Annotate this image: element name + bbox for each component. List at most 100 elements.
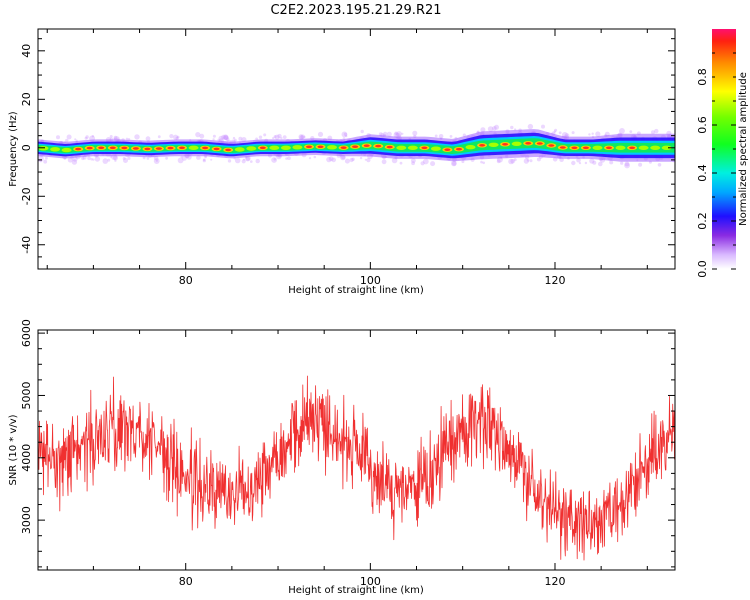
- spectrogram-halo-point: [494, 124, 499, 130]
- spectrogram-halo-point: [510, 159, 515, 164]
- spectrogram-halo-point: [513, 158, 517, 162]
- colorbar-label: Normalized spectral amplitude: [738, 72, 749, 226]
- spectrogram-halo-point: [391, 157, 398, 164]
- spectrogram-halo-point: [255, 158, 260, 164]
- spectrogram-halo-point: [122, 157, 126, 160]
- spectrogram-halo-point: [438, 134, 444, 139]
- spectrogram-halo-point: [589, 158, 595, 164]
- spectrogram-halo-point: [204, 156, 207, 159]
- spectrogram-core: [511, 141, 522, 146]
- spectrogram-halo-point: [65, 138, 69, 143]
- spectrogram-halo-point: [624, 161, 630, 167]
- spectrogram-halo-point: [412, 130, 418, 136]
- spectrogram-halo-point: [529, 159, 533, 163]
- spectrogram-halo-point: [308, 157, 312, 160]
- spectrogram-halo-point: [401, 132, 404, 135]
- spectrogram-halo-point: [328, 156, 334, 162]
- spectrogram-halo-point: [351, 157, 355, 161]
- spectrogram-halo-point: [349, 157, 354, 163]
- spectrogram-halo-point: [558, 131, 562, 135]
- spectrogram-core: [38, 146, 49, 151]
- spectrogram-halo-point: [609, 160, 614, 165]
- spectrogram-peak: [559, 146, 566, 149]
- spectrogram-halo-point: [127, 156, 131, 160]
- figure-title: C2E2.2023.195.21.29.R21: [270, 3, 441, 18]
- spectrogram-ticks: 80 100 120 40 20 0 -20 -40: [20, 29, 675, 287]
- spectrogram-halo-point: [218, 135, 224, 141]
- colorbar-tick-label: 0.2: [696, 212, 709, 230]
- spectrogram-halo-point: [176, 135, 180, 139]
- spectrogram-halo-point: [366, 158, 371, 163]
- spectrogram-halo-point: [584, 161, 588, 165]
- spectrogram-halo-point: [274, 134, 280, 140]
- spectrogram-peak: [202, 146, 209, 150]
- snr-x-tick-label: 80: [179, 575, 193, 588]
- spectrogram-halo-point: [399, 161, 403, 165]
- snr-panel: 80 100 120 3000 4000 5000 6000 Height of strai…: [8, 319, 676, 596]
- spectrogram-halo-point: [212, 138, 215, 141]
- spectrogram-halo-point: [217, 138, 220, 142]
- spectrogram-halo-point: [381, 159, 387, 165]
- spectrogram-halo-point: [654, 128, 659, 134]
- spectrogram-peak: [75, 147, 82, 151]
- spectrogram-halo-point: [313, 155, 317, 159]
- spectrogram-halo-point: [510, 125, 514, 130]
- spectrogram-halo-point: [396, 131, 402, 137]
- spectrogram-halo-point: [344, 158, 350, 164]
- spectrogram-halo-point: [90, 157, 93, 161]
- spectrogram-halo-point: [145, 136, 151, 142]
- spectrogram-peak: [582, 146, 589, 150]
- spectrogram-peak: [317, 145, 324, 149]
- spectrogram-halo-point: [234, 157, 241, 164]
- spectrogram-halo-point: [576, 157, 581, 163]
- spectrogram-peak: [144, 147, 151, 151]
- spectrogram-halo-point: [263, 133, 267, 137]
- spectrogram-x-axis-label: Height of straight line (km): [288, 285, 424, 296]
- spectrogram-peak: [86, 146, 93, 150]
- spectrogram-halo-point: [303, 135, 306, 139]
- spectrogram-peak: [444, 148, 451, 151]
- spectrogram-halo-point: [113, 135, 118, 140]
- spectrogram-halo-point: [541, 124, 545, 129]
- spectrogram-halo-point: [232, 136, 236, 140]
- spectrogram-halo-point: [123, 158, 128, 163]
- spectrogram-halo-point: [526, 159, 530, 162]
- spectrogram-halo-point: [177, 157, 184, 164]
- spectrogram-peak: [606, 146, 612, 150]
- spectrogram-halo-point: [258, 135, 263, 139]
- spectrogram-y-tick-label: 0: [20, 144, 33, 151]
- spectrogram-halo-point: [91, 135, 95, 138]
- spectrogram-halo-point: [157, 135, 161, 139]
- spectrogram-y-axis-label: Frequency (Hz): [8, 111, 19, 187]
- spectrogram-halo-point: [250, 160, 253, 163]
- spectrogram-halo-point: [588, 133, 591, 136]
- colorbar-gradient: [712, 29, 736, 269]
- snr-x-tick-label: 100: [360, 575, 381, 588]
- spectrogram-y-tick-label: 40: [20, 44, 33, 58]
- spectrogram-halo-point: [411, 161, 415, 166]
- spectrogram-peak: [121, 146, 128, 150]
- spectrogram-halo-point: [451, 160, 457, 167]
- spectrogram-halo-point: [553, 130, 556, 133]
- spectrogram-peak: [456, 147, 462, 151]
- spectrogram-halo-point: [272, 137, 275, 140]
- spectrogram-peak: [502, 143, 509, 146]
- spectrogram-peak: [213, 147, 220, 151]
- spectrogram-halo-point: [173, 134, 179, 140]
- spectrogram-peak: [479, 144, 486, 147]
- spectrogram-core: [246, 146, 257, 151]
- colorbar: 0.0 0.2 0.4 0.6 0.8 Normalized spectral ampl…: [696, 29, 749, 278]
- spectrogram-halo-point: [480, 160, 483, 164]
- spectrogram-halo-point: [212, 134, 216, 138]
- snr-frame: [37, 329, 676, 571]
- spectrogram-halo-point: [326, 156, 332, 163]
- spectrogram-core: [488, 142, 499, 147]
- spectrogram-halo-point: [492, 126, 497, 131]
- spectrogram-data: [38, 123, 675, 169]
- snr-data: [38, 375, 675, 561]
- spectrogram-halo-point: [94, 156, 101, 162]
- spectrogram-core: [61, 147, 72, 153]
- spectrogram-halo-point: [153, 158, 160, 165]
- spectrogram-halo-point: [595, 131, 601, 137]
- snr-y-tick-label: 5000: [20, 382, 33, 410]
